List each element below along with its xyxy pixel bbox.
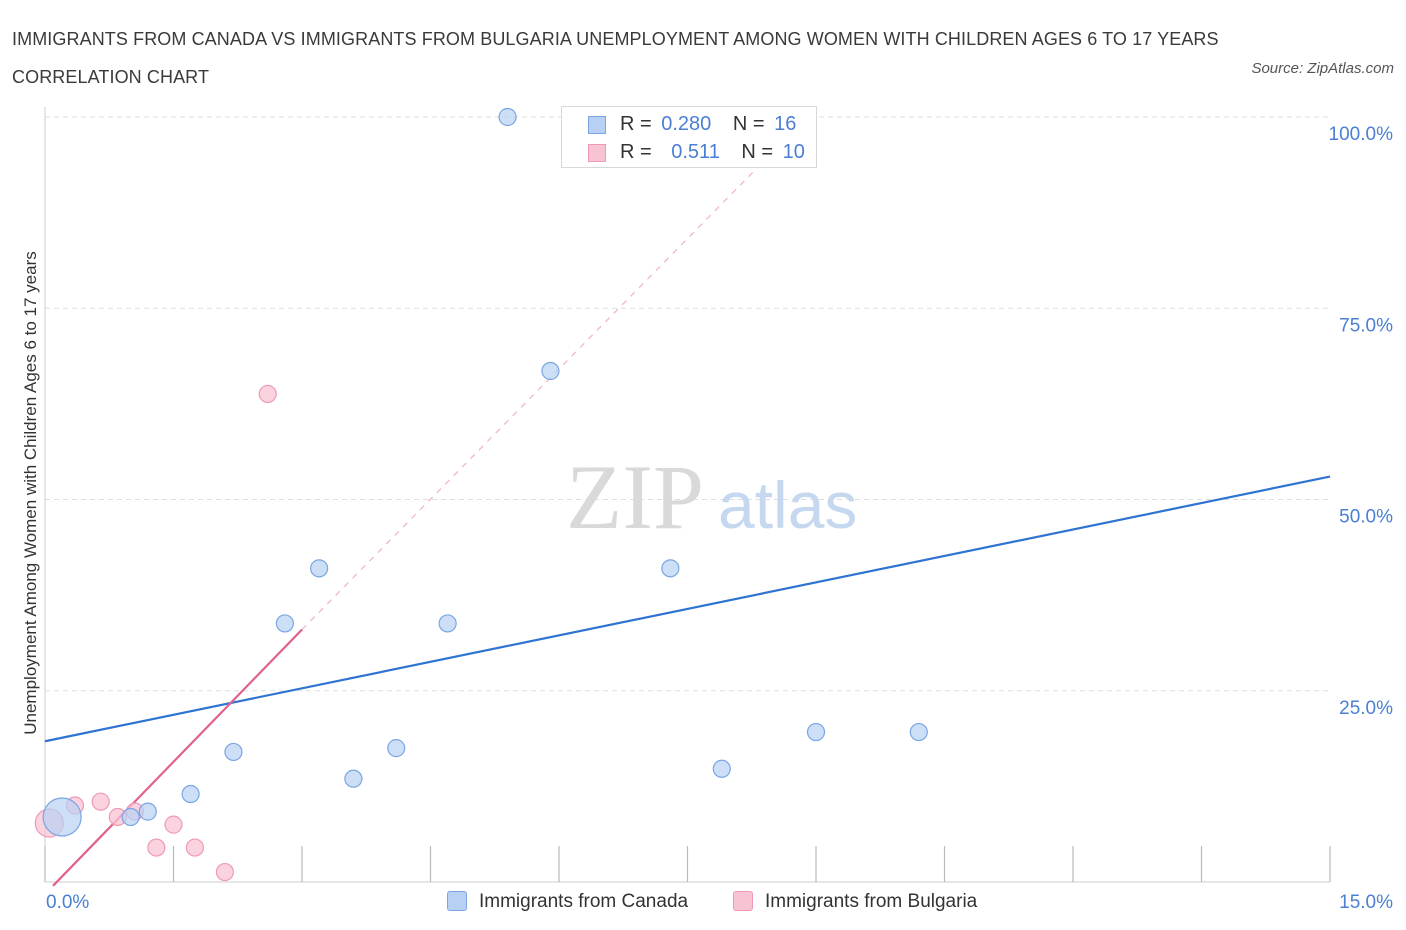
r-value: 0.511 [671,141,720,163]
tick-labels: 25.0% 50.0% 75.0% 100.0% 0.0% 15.0% [46,124,1393,913]
canada-point [712,759,731,778]
canada-point [224,742,243,762]
series-legend: Immigrants from Canada Immigrants from B… [0,888,1406,916]
n-value: 10 [782,141,805,163]
x-tick-label-min: 0.0% [46,892,89,913]
bulgaria-trendline [52,628,303,887]
canada-point [42,797,82,837]
bulgaria-swatch [588,144,606,162]
r-value: 0.280 [661,113,712,135]
legend-text-canada: R = 0.280 N = 16 [620,110,796,138]
y-tick-label: 25.0% [1339,698,1393,719]
chart-title: IMMIGRANTS FROM CANADA VS IMMIGRANTS FRO… [12,29,1219,87]
bulgaria-point [258,384,277,404]
r-label: R = [620,113,652,135]
trendlines [44,116,1331,887]
bulgaria-point [147,838,166,857]
canada-trendline [44,475,1331,743]
n-label: N = [732,113,765,135]
bulgaria-point [91,792,110,811]
source-label: Source: ZipAtlas.com [1251,60,1394,77]
watermark-zip: ZIP [566,446,704,548]
canada-swatch [588,116,606,134]
canada-point [310,559,329,578]
bulgaria-point [215,862,234,882]
bulgaria-legend-swatch [733,891,753,911]
canada-point [138,802,157,821]
data-points [34,107,928,882]
y-axis-label: Unemployment Among Women with Children A… [21,251,40,735]
canada-point [661,559,680,578]
grid-lines [45,116,1330,692]
bulgaria-point [185,838,205,857]
canada-point [121,807,140,827]
y-tick-label: 50.0% [1339,507,1393,528]
canada-point [344,769,363,788]
bulgaria-point [164,815,183,834]
x-tick-label-max: 15.0% [1339,892,1393,913]
canada-point [438,614,457,633]
bulgaria-legend-label: Immigrants from Bulgaria [765,891,978,912]
canada-point [909,722,928,742]
correlation-legend: R = 0.280 N = 16 R = 0.511 N = 10 [561,106,817,168]
canada-point [806,722,826,742]
y-tick-label: 100.0% [1329,124,1394,145]
canada-point [275,614,294,633]
canada-point [181,784,200,804]
canada-point [541,361,560,381]
canada-point [498,107,517,127]
legend-text-bulgaria: R = 0.511 N = 10 [620,138,805,166]
canada-legend-label: Immigrants from Canada [479,891,689,912]
legend-item-bulgaria: Immigrants from Bulgaria [733,888,977,916]
legend-item-canada: Immigrants from Canada [447,888,688,916]
r-label: R = [620,141,652,163]
canada-point [387,739,406,758]
n-label: N = [741,141,774,163]
axes [44,107,1331,883]
watermark-atlas: atlas [718,468,857,542]
watermark: ZIP atlas [566,446,857,548]
canada-legend-swatch [447,891,467,911]
y-tick-label: 75.0% [1339,315,1393,336]
n-value: 16 [774,113,797,135]
